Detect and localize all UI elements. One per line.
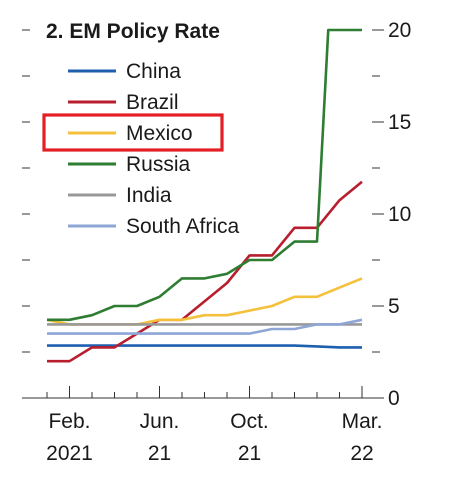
x-tick-sublabel: 21 [238,442,261,465]
y-tick-label: 5 [388,295,400,318]
series-line-russia [47,28,362,322]
series-lines [46,28,363,363]
y-tick-label: 10 [388,203,411,226]
y-tick-label: 20 [388,19,411,42]
legend-highlight-box [42,113,224,152]
legend-label-south-africa: South Africa [126,215,240,238]
series-line-brazil [47,180,363,363]
chart-title: 2. EM Policy Rate [46,20,220,43]
x-tick-label: Oct. [230,410,269,433]
left-tick-marks [22,29,30,399]
y-tick-label: 15 [388,111,411,134]
legend-label-china: China [126,60,181,83]
legend: China Brazil Mexico Russia India South Africa [42,60,240,238]
series-line-south-africa [47,318,363,335]
legend-label-mexico: Mexico [126,122,193,145]
legend-label-brazil: Brazil [126,91,179,114]
y-tick-label: 0 [388,387,400,410]
legend-label-russia: Russia [126,153,191,176]
x-tick-sublabel: 2021 [46,442,93,465]
x-tick-label: Jun. [140,410,180,433]
x-tick-sublabel: 21 [148,442,171,465]
x-tick-label: Mar. [342,410,383,433]
x-tick-label: Feb. [48,410,90,433]
y-axis-right: 0 5 10 15 20 [372,19,411,410]
x-axis: Feb. 2021 Jun. 21 Oct. 21 Mar. 22 [22,386,382,465]
x-tick-sublabel: 22 [350,442,373,465]
legend-label-india: India [126,184,172,207]
series-line-china [47,344,362,349]
